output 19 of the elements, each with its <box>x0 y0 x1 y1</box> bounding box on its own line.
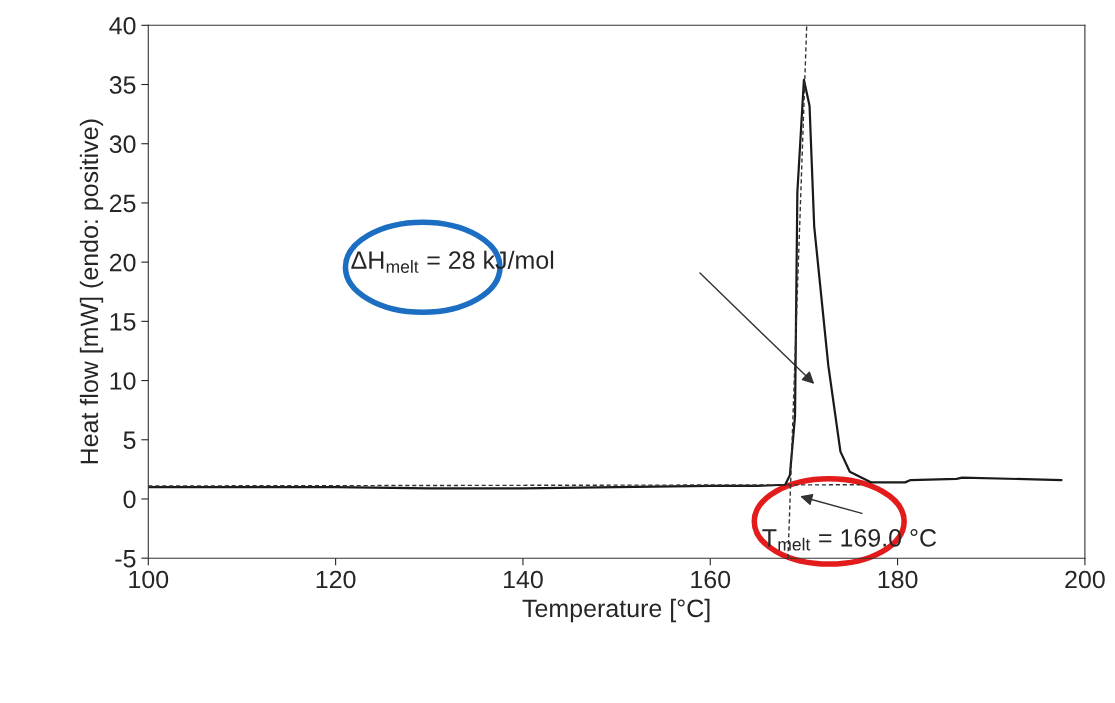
y-tick-label: 5 <box>123 431 136 450</box>
y-tick-label: 25 <box>109 194 136 213</box>
x-tick-label: 200 <box>1065 570 1105 589</box>
line-series <box>148 78 1063 490</box>
y-tick-label: 20 <box>109 253 136 272</box>
x-tick-label: 120 <box>316 570 356 589</box>
y-tick-label: 0 <box>123 490 136 509</box>
x-tick-label: 140 <box>503 570 543 589</box>
y-tick-label: 40 <box>109 16 136 35</box>
x-tick-label: 100 <box>129 570 169 589</box>
y-tick-label: 35 <box>109 76 136 94</box>
x-tick-label: 180 <box>878 570 918 589</box>
x-tick-label: 160 <box>691 570 731 589</box>
y-tick-label: -5 <box>115 550 136 568</box>
y-tick-label: 15 <box>110 313 136 331</box>
y-tick-label: 10 <box>110 372 136 390</box>
x-axis-title: Temperature [°C] <box>522 598 710 623</box>
y-tick-label: 30 <box>109 135 136 154</box>
y-axis-title: Heat flow [mW] (endo: positive) <box>79 119 104 464</box>
